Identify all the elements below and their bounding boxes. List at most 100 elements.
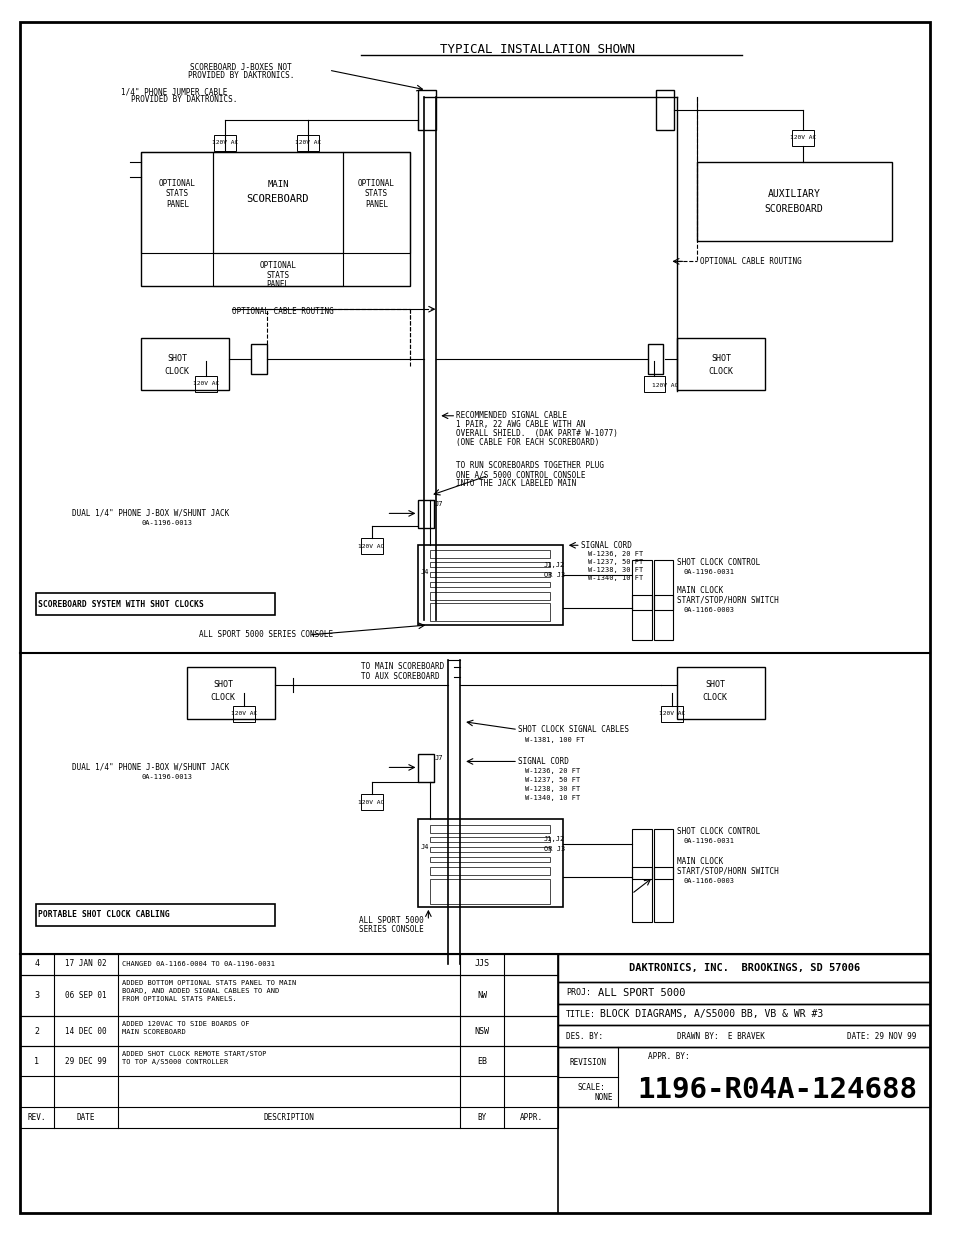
Bar — [430, 867, 549, 876]
Text: ALL SPORT 5000: ALL SPORT 5000 — [598, 988, 684, 998]
Text: MAIN CLOCK: MAIN CLOCK — [677, 585, 723, 594]
Text: ADDED 120VAC TO SIDE BOARDS OF: ADDED 120VAC TO SIDE BOARDS OF — [121, 1021, 249, 1028]
Text: TITLE:: TITLE: — [565, 1010, 596, 1019]
Text: OPTIONAL
STATS
PANEL: OPTIONAL STATS PANEL — [158, 179, 195, 209]
Text: MAIN: MAIN — [267, 180, 289, 189]
Bar — [418, 819, 562, 906]
Bar — [187, 667, 274, 719]
Text: OPTIONAL CABLE ROUTING: OPTIONAL CABLE ROUTING — [700, 257, 801, 266]
Bar — [430, 592, 549, 600]
Bar — [653, 829, 673, 879]
Text: START/STOP/HORN SWITCH: START/STOP/HORN SWITCH — [677, 867, 779, 876]
Text: SHOT: SHOT — [711, 354, 731, 363]
Bar — [20, 1046, 558, 1076]
Bar — [141, 338, 229, 390]
Bar — [631, 561, 651, 610]
Text: MAIN SCOREBOARD: MAIN SCOREBOARD — [121, 1030, 185, 1035]
Text: START/STOP/HORN SWITCH: START/STOP/HORN SWITCH — [677, 595, 779, 605]
Text: 0A-1196-0013: 0A-1196-0013 — [142, 774, 193, 781]
Bar — [430, 837, 549, 842]
Bar — [677, 667, 764, 719]
Text: CLOCK: CLOCK — [165, 368, 190, 377]
Bar — [251, 345, 267, 374]
Bar — [195, 375, 217, 391]
Bar — [214, 135, 235, 151]
Text: SCOREBOARD SYSTEM WITH SHOT CLOCKS: SCOREBOARD SYSTEM WITH SHOT CLOCKS — [38, 599, 203, 609]
Text: W-1238, 30 FT: W-1238, 30 FT — [524, 787, 579, 793]
Text: 1 PAIR, 22 AWG CABLE WITH AN: 1 PAIR, 22 AWG CABLE WITH AN — [456, 420, 585, 430]
Bar — [631, 595, 651, 640]
Bar — [660, 705, 682, 721]
Text: W-1237, 50 FT: W-1237, 50 FT — [524, 777, 579, 783]
Bar — [20, 974, 558, 1016]
Text: REVISION: REVISION — [569, 1058, 605, 1067]
Text: W-1236, 20 FT: W-1236, 20 FT — [587, 551, 642, 557]
Bar — [360, 794, 382, 810]
Bar — [631, 829, 651, 879]
Bar — [558, 1047, 929, 1107]
Bar — [430, 582, 549, 587]
Bar — [342, 152, 410, 253]
Text: SIGNAL CORD: SIGNAL CORD — [580, 541, 631, 550]
Bar — [643, 375, 665, 391]
Text: SCALE:: SCALE: — [578, 1083, 605, 1092]
Text: SCOREBOARD: SCOREBOARD — [763, 204, 822, 214]
Text: DUAL 1/4" PHONE J-BOX W/SHUNT JACK: DUAL 1/4" PHONE J-BOX W/SHUNT JACK — [71, 763, 229, 772]
Text: PANEL: PANEL — [266, 280, 289, 289]
Text: STATS: STATS — [266, 270, 289, 280]
Text: TO AUX SCOREBOARD: TO AUX SCOREBOARD — [360, 672, 438, 682]
Text: TYPICAL INSTALLATION SHOWN: TYPICAL INSTALLATION SHOWN — [440, 43, 635, 56]
Text: SHOT CLOCK CONTROL: SHOT CLOCK CONTROL — [677, 558, 760, 567]
Bar — [647, 345, 662, 374]
Bar — [430, 562, 549, 567]
Text: 0A-1196-0031: 0A-1196-0031 — [682, 569, 734, 576]
Text: 120V AC: 120V AC — [652, 383, 678, 388]
Bar — [653, 867, 673, 921]
Bar — [430, 847, 549, 852]
Text: MAIN CLOCK: MAIN CLOCK — [677, 857, 723, 866]
Text: RECOMMENDED SIGNAL CABLE: RECOMMENDED SIGNAL CABLE — [456, 411, 567, 420]
Text: SHOT: SHOT — [167, 354, 187, 363]
Text: W-1237, 50 FT: W-1237, 50 FT — [587, 559, 642, 566]
Text: EB: EB — [476, 1057, 487, 1066]
Bar — [430, 603, 549, 621]
Text: 1/4" PHONE JUMPER CABLE: 1/4" PHONE JUMPER CABLE — [121, 88, 227, 96]
Text: OPTIONAL
STATS
PANEL: OPTIONAL STATS PANEL — [357, 179, 395, 209]
Text: TO TOP A/S5000 CONTROLLER: TO TOP A/S5000 CONTROLLER — [121, 1060, 228, 1066]
Text: 4: 4 — [34, 960, 39, 968]
Text: ALL SPORT 5000 SERIES CONSOLE: ALL SPORT 5000 SERIES CONSOLE — [199, 630, 333, 640]
Text: (ONE CABLE FOR EACH SCOREBOARD): (ONE CABLE FOR EACH SCOREBOARD) — [456, 438, 599, 447]
Text: 0A-1196-0013: 0A-1196-0013 — [142, 520, 193, 526]
Text: DES. BY:: DES. BY: — [565, 1032, 602, 1041]
Text: J1,J2: J1,J2 — [543, 836, 564, 842]
Text: ONE A/S 5000 CONTROL CONSOLE: ONE A/S 5000 CONTROL CONSOLE — [456, 471, 585, 479]
Text: DAKTRONICS, INC.  BROOKINGS, SD 57006: DAKTRONICS, INC. BROOKINGS, SD 57006 — [628, 962, 859, 973]
Text: CLOCK: CLOCK — [211, 693, 235, 703]
Text: PROVIDED BY DAKTRONICS.: PROVIDED BY DAKTRONICS. — [188, 70, 294, 79]
Bar — [141, 152, 410, 287]
Text: 120V AC: 120V AC — [294, 141, 320, 146]
Bar — [20, 1016, 558, 1046]
Bar — [430, 551, 549, 558]
Text: SHOT: SHOT — [213, 680, 233, 689]
Text: PROVIDED BY DAKTRONICS.: PROVIDED BY DAKTRONICS. — [131, 95, 237, 105]
Text: W-1340, 10 FT: W-1340, 10 FT — [524, 795, 579, 802]
Bar — [36, 593, 274, 615]
Text: DUAL 1/4" PHONE J-BOX W/SHUNT JACK: DUAL 1/4" PHONE J-BOX W/SHUNT JACK — [71, 509, 229, 517]
Bar — [418, 90, 436, 130]
Text: BY: BY — [477, 1113, 486, 1121]
Text: J4: J4 — [420, 844, 429, 850]
Bar — [697, 162, 891, 241]
Text: CHANGED 0A-1166-0004 TO 0A-1196-0031: CHANGED 0A-1166-0004 TO 0A-1196-0031 — [121, 961, 274, 967]
Text: 120V AC: 120V AC — [659, 711, 685, 716]
Text: DESCRIPTION: DESCRIPTION — [263, 1113, 314, 1121]
Bar — [20, 1107, 558, 1128]
Text: NSW: NSW — [475, 1028, 489, 1036]
Text: 1196-R04A-124688: 1196-R04A-124688 — [637, 1076, 916, 1104]
Text: REV.: REV. — [28, 1113, 46, 1121]
Bar — [213, 253, 342, 287]
Text: SIGNAL CORD: SIGNAL CORD — [517, 757, 568, 766]
Text: 120V AC: 120V AC — [193, 382, 219, 387]
Text: 14 DEC 00: 14 DEC 00 — [65, 1028, 107, 1036]
Bar — [791, 130, 813, 146]
